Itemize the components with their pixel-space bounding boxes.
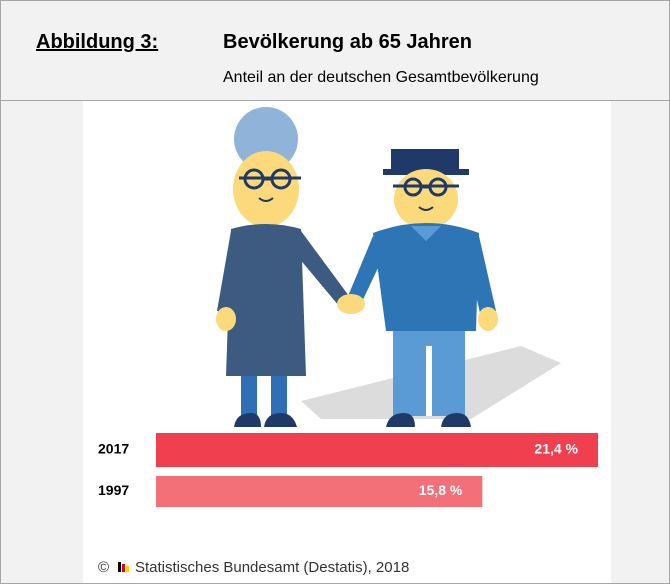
panel	[83, 101, 611, 583]
chart-title: Bevölkerung ab 65 Jahren	[223, 31, 472, 54]
header: Abbildung 3: Bevölkerung ab 65 Jahren An…	[1, 1, 669, 101]
value-label: 21,4 %	[534, 441, 578, 457]
figure-label: Abbildung 3:	[36, 31, 158, 54]
page: Abbildung 3: Bevölkerung ab 65 Jahren An…	[0, 0, 670, 584]
chart: © Statistisches Bundesamt (Destatis), 20…	[1, 101, 669, 583]
category-label: 2017	[98, 441, 129, 457]
value-label: 15,8 %	[419, 482, 463, 498]
bar	[156, 433, 598, 467]
source-text: Statistisches Bundesamt (Destatis), 2018	[135, 559, 409, 576]
chart-subtitle: Anteil an der deutschen Gesamtbevölkerun…	[223, 69, 539, 87]
copyright: ©	[98, 559, 109, 576]
category-label: 1997	[98, 482, 129, 498]
